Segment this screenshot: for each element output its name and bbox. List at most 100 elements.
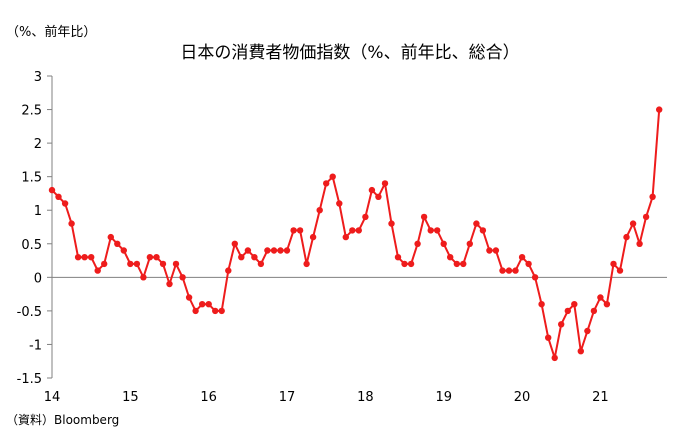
data-point xyxy=(323,180,330,187)
data-point xyxy=(538,301,545,308)
data-point xyxy=(623,233,630,241)
x-tick-label: 14 xyxy=(44,390,61,405)
data-point xyxy=(244,247,252,254)
data-point xyxy=(512,267,519,274)
data-point xyxy=(140,274,147,281)
x-tick-label: 18 xyxy=(357,390,374,405)
data-point xyxy=(531,274,539,281)
data-point xyxy=(440,240,447,247)
data-point xyxy=(447,254,454,261)
data-point xyxy=(55,193,62,200)
data-point xyxy=(264,247,271,254)
y-tick-label: 2 xyxy=(34,137,42,152)
data-point xyxy=(94,267,101,274)
y-tick-label: 1.5 xyxy=(21,171,42,186)
data-point xyxy=(629,220,637,227)
x-tick-label: 20 xyxy=(514,390,531,405)
data-point xyxy=(368,186,376,194)
data-point xyxy=(283,247,291,254)
data-point xyxy=(133,260,141,268)
data-point xyxy=(101,260,108,268)
data-point xyxy=(127,260,134,268)
data-point xyxy=(401,260,408,268)
data-point xyxy=(205,301,212,308)
data-point xyxy=(120,247,128,254)
data-point xyxy=(172,260,180,268)
data-point xyxy=(48,186,56,194)
data-point xyxy=(179,274,186,281)
data-point xyxy=(212,307,219,315)
data-point xyxy=(290,227,297,234)
data-point xyxy=(329,173,336,180)
x-axis: 14 15 16 17 18 19 20 21 xyxy=(44,276,667,405)
data-point xyxy=(479,227,487,234)
y-tick-label: 3 xyxy=(34,70,42,85)
data-point xyxy=(505,267,513,274)
data-point xyxy=(414,240,421,247)
data-point xyxy=(61,200,69,207)
data-point xyxy=(68,220,75,227)
series-line xyxy=(51,109,661,359)
data-point xyxy=(88,254,95,261)
data-point xyxy=(427,227,434,234)
data-point xyxy=(296,227,304,234)
data-point xyxy=(460,260,467,268)
data-point xyxy=(394,254,402,261)
data-point xyxy=(166,280,173,288)
data-point xyxy=(349,227,356,234)
data-point xyxy=(407,260,415,268)
series-layer xyxy=(48,106,663,362)
x-tick-label: 19 xyxy=(435,390,452,405)
data-point xyxy=(153,254,160,261)
data-point xyxy=(518,254,526,261)
data-point xyxy=(375,193,382,200)
x-tick-label: 15 xyxy=(122,390,139,405)
chart-title: 日本の消費者物価指数（%、前年比、総合） xyxy=(180,43,519,63)
data-point xyxy=(251,254,258,261)
data-point xyxy=(336,200,343,207)
y-tick-label: -0.5 xyxy=(17,305,42,320)
unit-label: （%、前年比） xyxy=(6,24,96,40)
data-point xyxy=(218,307,225,315)
data-point xyxy=(551,354,558,362)
data-point xyxy=(564,307,571,315)
data-point xyxy=(355,227,362,234)
data-point xyxy=(486,247,493,254)
data-point xyxy=(74,254,82,261)
data-point xyxy=(185,294,193,301)
data-point xyxy=(616,267,624,274)
x-tick-label: 16 xyxy=(200,390,217,405)
data-point xyxy=(159,260,167,268)
data-point xyxy=(362,213,369,221)
data-point xyxy=(453,260,460,268)
data-point xyxy=(545,334,552,341)
x-tick-label: 21 xyxy=(592,390,609,405)
data-point xyxy=(231,240,238,247)
data-point xyxy=(499,267,506,274)
y-tick-label: 1 xyxy=(34,204,42,219)
y-tick-label: 0 xyxy=(34,271,42,286)
data-point xyxy=(656,106,663,113)
data-point xyxy=(584,327,591,335)
data-point xyxy=(277,247,284,254)
data-point xyxy=(492,247,500,254)
data-point xyxy=(610,260,617,268)
data-point xyxy=(342,233,349,241)
data-point xyxy=(590,307,598,315)
data-point xyxy=(577,348,584,355)
y-axis: -1.5 -1 -0.5 0 0.5 1 1.5 2 2.5 3 xyxy=(17,70,53,387)
data-point xyxy=(466,240,473,247)
data-point xyxy=(114,240,121,247)
data-point xyxy=(146,254,154,261)
data-point xyxy=(420,213,428,221)
data-point xyxy=(649,193,656,200)
data-point xyxy=(642,213,650,221)
data-point xyxy=(199,301,206,308)
data-point xyxy=(81,254,88,261)
data-point xyxy=(597,294,604,301)
source-note: （資料）Bloomberg xyxy=(6,413,119,427)
data-point xyxy=(107,233,115,241)
y-tick-label: -1 xyxy=(29,338,42,353)
data-point xyxy=(473,220,480,227)
